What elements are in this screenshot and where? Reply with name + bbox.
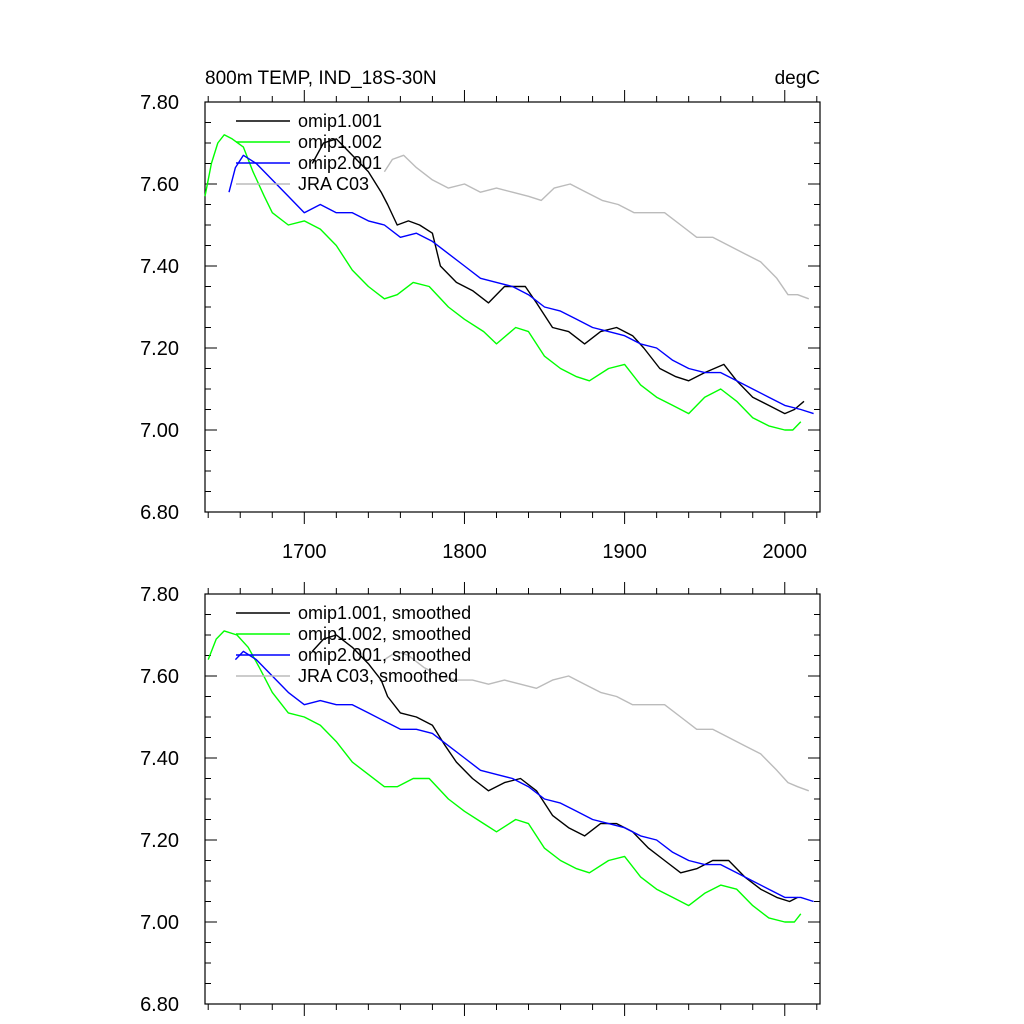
legend-label: omip1.001, smoothed [298,603,471,623]
y-tick-label: 7.00 [140,912,179,934]
legend-label: omip1.002, smoothed [298,624,471,644]
series-line-1 [207,630,802,923]
x-tick-label: 1900 [602,541,647,563]
series-line-0 [311,138,805,415]
y-tick-label: 7.40 [140,748,179,770]
legend-label: omip2.001 [298,153,382,173]
legend-label: JRA C03 [298,174,369,194]
chart-title: 800m TEMP, IND_18S-30N [205,68,437,89]
legend-label: omip1.002 [298,132,382,152]
panel-top: 6.80 7.00 7.20 7.40 7.60 7.80 1700 1800 1900 2000… [140,90,821,563]
series-line-2 [228,154,814,415]
y-tick-label: 7.20 [140,830,179,852]
legend-label: JRA C03, smoothed [298,666,458,686]
series-line-0 [311,634,798,903]
panel-bottom: 6.80 7.00 7.20 7.40 7.60 7.80 omip1.001, smoot… [140,582,821,1016]
x-tick-label: 2000 [763,541,808,563]
units-label: degC [775,68,820,89]
y-tick-label: 7.60 [140,174,179,196]
series-line-3 [384,650,810,792]
y-tick-label: 7.80 [140,584,179,606]
x-tick-label: 1700 [282,541,327,563]
series-line-2 [234,650,814,903]
y-tick-label: 7.00 [140,420,179,442]
y-tick-label: 6.80 [140,502,179,524]
x-tick-label: 1800 [442,541,487,563]
y-tick-label: 7.60 [140,666,179,688]
series-line-1 [204,134,802,431]
legend-label: omip1.001 [298,111,382,131]
y-tick-label: 7.20 [140,338,179,360]
y-tick-label: 7.40 [140,256,179,278]
legend-label: omip2.001, smoothed [298,645,471,665]
y-tick-label: 6.80 [140,994,179,1016]
y-tick-label: 7.80 [140,92,179,114]
series-line-3 [383,154,810,300]
